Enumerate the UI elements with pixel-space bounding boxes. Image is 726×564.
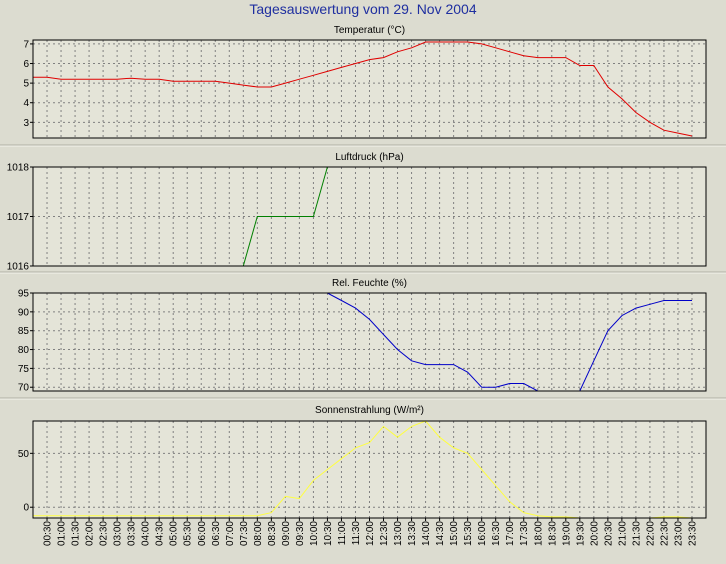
y-tick-label: 75 xyxy=(18,364,30,375)
y-tick-label: 50 xyxy=(18,449,30,460)
x-tick-label: 10:00 xyxy=(309,521,320,546)
x-tick-label: 14:00 xyxy=(421,521,432,546)
y-tick-label: 80 xyxy=(18,345,30,356)
y-tick-label: 1017 xyxy=(7,212,30,223)
x-tick-label: 09:00 xyxy=(281,521,292,546)
x-tick-label: 21:00 xyxy=(617,521,628,546)
x-tick-label: 22:00 xyxy=(645,521,656,546)
x-tick-label: 19:00 xyxy=(561,521,572,546)
temperature-chart-title: Temperatur (°C) xyxy=(334,25,405,36)
x-tick-label: 13:30 xyxy=(407,521,418,546)
chart-title: Tagesauswertung vom 29. Nov 2004 xyxy=(249,1,477,17)
x-tick-label: 06:00 xyxy=(197,521,208,546)
x-tick-label: 15:30 xyxy=(463,521,474,546)
x-tick-label: 10:30 xyxy=(323,521,334,546)
x-tick-label: 16:00 xyxy=(477,521,488,546)
x-tick-label: 08:30 xyxy=(267,521,278,546)
y-tick-label: 5 xyxy=(23,79,29,90)
humidity-plot-frame xyxy=(32,292,707,392)
y-tick-label: 4 xyxy=(23,98,29,109)
x-tick-label: 05:30 xyxy=(183,521,194,546)
x-tick-label: 07:00 xyxy=(225,521,236,546)
temperature-series-line xyxy=(33,41,693,137)
x-tick-label: 00:30 xyxy=(43,521,54,546)
x-tick-label: 03:00 xyxy=(113,521,124,546)
x-tick-label: 17:00 xyxy=(505,521,516,546)
radiation-chart-title: Sonnenstrahlung (W/m²) xyxy=(315,405,424,416)
x-tick-label: 12:30 xyxy=(379,521,390,546)
x-tick-label: 02:30 xyxy=(99,521,110,546)
x-tick-label: 01:00 xyxy=(57,521,68,546)
x-tick-label: 08:00 xyxy=(253,521,264,546)
x-tick-label: 04:30 xyxy=(155,521,166,546)
pressure-panel: Luftdruck (hPa) 1016 1017 1018 xyxy=(0,152,726,274)
x-tick-label: 09:30 xyxy=(295,521,306,546)
x-tick-label: 22:30 xyxy=(659,521,670,546)
x-tick-label: 12:00 xyxy=(365,521,376,546)
x-tick-label: 14:30 xyxy=(435,521,446,546)
x-tick-label: 07:30 xyxy=(239,521,250,546)
pressure-chart-title: Luftdruck (hPa) xyxy=(335,152,403,163)
radiation-plot-area xyxy=(33,421,706,518)
humidity-panel: Rel. Feuchte (%) 70 75 80 85 90 95 xyxy=(0,278,726,400)
humidity-plot-area xyxy=(33,293,706,391)
x-tick-label: 05:00 xyxy=(169,521,180,546)
x-tick-label: 13:00 xyxy=(393,521,404,546)
x-axis-labels: 00:30 01:00 01:30 02:00 02:30 03:00 03:30 04:00… xyxy=(43,518,698,546)
y-tick-label: 85 xyxy=(18,326,30,337)
y-tick-label: 3 xyxy=(23,118,29,129)
y-tick-label: 1018 xyxy=(7,163,30,174)
x-tick-label: 20:00 xyxy=(589,521,600,546)
x-tick-label: 18:00 xyxy=(533,521,544,546)
temperature-plot-frame xyxy=(32,39,707,139)
x-tick-label: 19:30 xyxy=(575,521,586,546)
x-tick-label: 01:30 xyxy=(71,521,82,546)
pressure-plot-frame xyxy=(32,166,707,267)
x-tick-label: 11:00 xyxy=(337,521,348,546)
temperature-panel: Temperatur (°C) 3 4 5 6 7 xyxy=(0,25,726,147)
radiation-series-line xyxy=(33,421,693,518)
x-tick-label: 03:30 xyxy=(127,521,138,546)
temperature-plot-area xyxy=(33,40,706,138)
humidity-chart-title: Rel. Feuchte (%) xyxy=(332,278,407,289)
y-tick-label: 6 xyxy=(23,59,29,70)
x-tick-label: 02:00 xyxy=(85,521,96,546)
y-tick-label: 7 xyxy=(23,39,29,50)
pressure-series-line xyxy=(242,167,328,266)
y-tick-label: 70 xyxy=(18,383,30,394)
x-tick-label: 11:30 xyxy=(351,521,362,546)
x-tick-label: 23:30 xyxy=(687,521,698,546)
x-tick-label: 06:30 xyxy=(211,521,222,546)
x-tick-label: 20:30 xyxy=(603,521,614,546)
radiation-panel: Sonnenstrahlung (W/m²) 0 50 xyxy=(18,405,707,519)
x-tick-label: 04:00 xyxy=(141,521,152,546)
x-tick-label: 18:30 xyxy=(547,521,558,546)
y-tick-label: 90 xyxy=(18,307,30,318)
x-tick-label: 17:30 xyxy=(519,521,530,546)
x-tick-label: 23:00 xyxy=(673,521,684,546)
y-tick-label: 0 xyxy=(23,503,29,514)
humidity-series-line xyxy=(327,293,692,391)
x-tick-label: 16:30 xyxy=(491,521,502,546)
y-tick-label: 1016 xyxy=(7,262,30,273)
x-tick-label: 21:30 xyxy=(631,521,642,546)
x-tick-label: 15:00 xyxy=(449,521,460,546)
y-tick-label: 95 xyxy=(18,289,30,300)
